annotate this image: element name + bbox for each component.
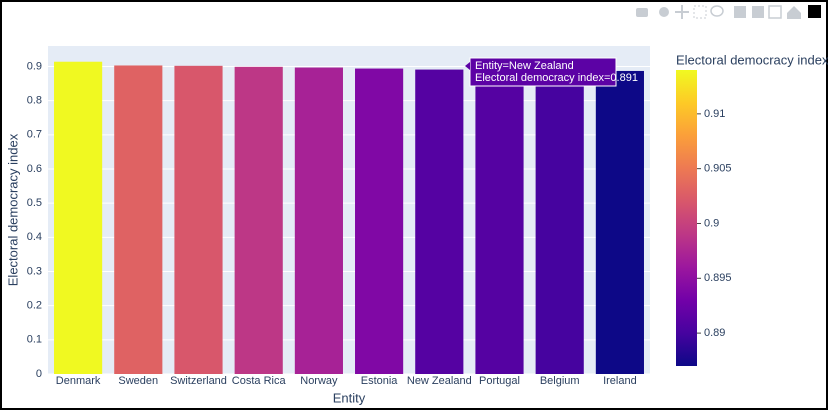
- lasso-icon[interactable]: [710, 5, 724, 17]
- x-axis-title: Entity: [333, 390, 366, 405]
- y-tick-label: 0.9: [27, 60, 42, 72]
- tooltip-arrow: [465, 62, 470, 70]
- bar: [355, 68, 404, 375]
- autoscale-icon[interactable]: [768, 5, 782, 19]
- x-tick-label: Portugal: [479, 375, 520, 387]
- y-tick-label: 0.7: [27, 129, 42, 141]
- bar: [234, 66, 283, 374]
- x-tick-label: Denmark: [56, 375, 101, 387]
- zoom-icon[interactable]: [659, 7, 669, 17]
- tooltip-box: [469, 57, 617, 87]
- tooltip-line: Electoral democracy index=0.891: [475, 72, 638, 84]
- colorbar-tick-label: 0.89: [704, 327, 725, 339]
- y-tick-label: 0.5: [27, 197, 42, 209]
- x-tick-label: Switzerland: [170, 375, 227, 387]
- x-tick-label: Norway: [300, 375, 338, 387]
- home-icon[interactable]: [787, 6, 801, 19]
- y-tick-label: 0.3: [27, 265, 42, 277]
- bar: [114, 65, 163, 374]
- modebar[interactable]: [636, 5, 821, 19]
- x-tick-label: Ireland: [603, 375, 637, 387]
- colorbar: [676, 70, 697, 366]
- x-tick-label: New Zealand: [407, 375, 472, 387]
- colorbar-tick-label: 0.895: [704, 272, 732, 284]
- colorbar-tick-label: 0.9: [704, 217, 719, 229]
- colorbar-title: Electoral democracy index: [676, 52, 828, 67]
- bar: [294, 67, 343, 375]
- x-tick-label: Sweden: [118, 375, 158, 387]
- bar: [415, 69, 464, 374]
- select-icon[interactable]: [693, 5, 707, 19]
- colorbar-tick-label: 0.905: [704, 163, 732, 175]
- y-tick-label: 0.6: [27, 163, 42, 175]
- zoom-out-icon[interactable]: [752, 6, 764, 18]
- x-tick-label: Estonia: [361, 375, 399, 387]
- bar: [535, 69, 584, 375]
- y-tick-label: 0.1: [27, 334, 42, 346]
- tooltip: Entity=New Zealand Electoral democracy i…: [465, 57, 638, 87]
- plotly-logo[interactable]: [808, 5, 821, 18]
- tooltip-line: Entity=New Zealand: [475, 60, 574, 72]
- colorbar-tick-label: 0.91: [704, 108, 725, 120]
- x-tick-label: Costa Rica: [232, 375, 287, 387]
- x-tick-label: Belgium: [540, 375, 580, 387]
- zoom-in-icon[interactable]: [734, 6, 746, 18]
- bar: [54, 61, 103, 374]
- camera-icon[interactable]: [636, 8, 648, 17]
- y-tick-label: 0.2: [27, 300, 42, 312]
- bar: [595, 70, 644, 375]
- y-axis-title: Electoral democracy index: [5, 133, 20, 286]
- bar: [174, 65, 223, 375]
- y-tick-label: 0.8: [27, 95, 42, 107]
- bar: [475, 69, 524, 374]
- pan-icon[interactable]: [675, 5, 689, 19]
- y-tick-label: 0: [36, 368, 42, 380]
- y-tick-label: 0.4: [27, 231, 42, 243]
